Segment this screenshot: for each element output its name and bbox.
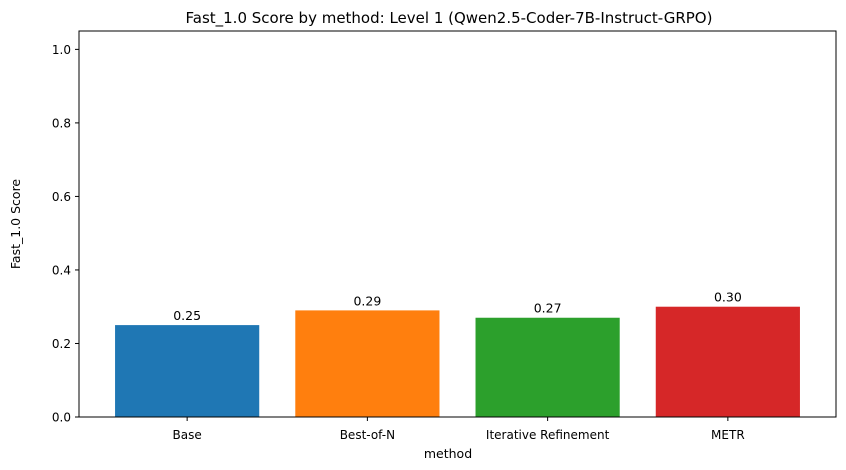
y-axis: 0.0 0.2 0.4 0.6 0.8 1.0 [52,43,79,425]
y-tick-label: 0.2 [52,337,71,351]
data-label: 0.30 [714,290,742,305]
bar-metr [655,306,800,417]
x-axis: Base Best-of-N Iterative Refinement METR [173,417,745,442]
x-tick-label: Best-of-N [340,428,395,442]
chart-title: Fast_1.0 Score by method: Level 1 (Qwen2… [186,9,713,28]
data-labels-group: 0.25 0.29 0.27 0.30 [173,290,742,323]
x-tick-label: Iterative Refinement [486,428,610,442]
bar-best-of-n [295,310,440,417]
bars-group [115,306,800,417]
y-tick-label: 0.6 [52,190,71,204]
plot-area-frame [78,30,837,418]
y-tick-label: 1.0 [52,43,71,57]
y-tick-label: 0.8 [52,116,71,130]
x-tick-label: METR [711,428,745,442]
y-tick-label: 0.4 [52,263,71,277]
y-axis-label: Fast_1.0 Score [8,179,23,270]
data-label: 0.29 [353,293,381,308]
bar-base [115,325,260,417]
x-axis-label: method [424,446,472,461]
bar-iterative-refinement [475,317,620,417]
data-label: 0.25 [173,308,201,323]
x-tick-label: Base [173,428,202,442]
data-label: 0.27 [534,301,562,316]
y-tick-label: 0.0 [52,411,71,425]
